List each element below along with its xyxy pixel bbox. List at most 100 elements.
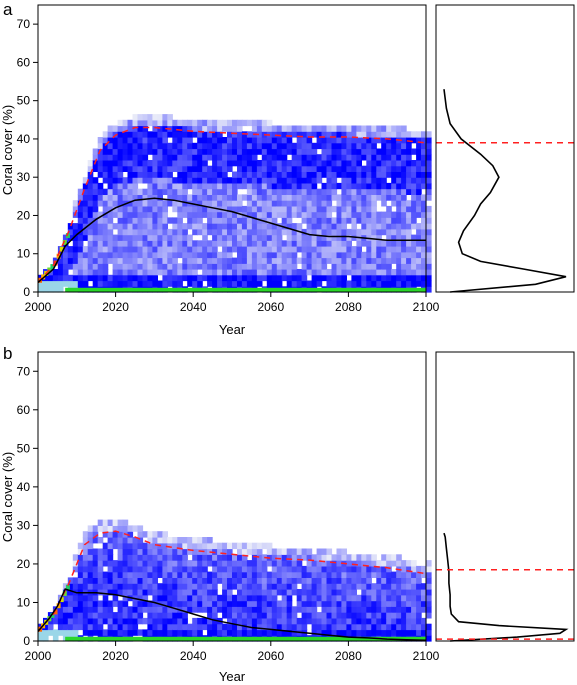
heatmap-cell [97,137,104,144]
heatmap-cell [396,269,402,276]
heatmap-cell [142,565,149,573]
heatmap-cell [177,246,183,253]
heatmap-cell [177,269,183,276]
heatmap-cell [197,263,203,270]
heatmap-cell [326,257,333,264]
heatmap-cell [147,223,153,230]
heatmap-cell [281,154,288,161]
heatmap-cell [132,257,139,264]
heatmap-cell [232,171,238,178]
heatmap-cell [411,217,417,224]
heatmap-cell [331,606,338,613]
heatmap-cell [97,217,104,224]
heatmap-cell [266,600,273,607]
heatmap-cell [127,560,134,567]
heatmap-cell [421,274,427,282]
heatmap-cell [87,228,94,236]
heatmap-cell [321,142,328,150]
heatmap-cell [241,177,248,184]
heatmap-cell [396,617,402,625]
heatmap-cell [391,234,397,241]
heatmap-cell [341,188,347,195]
heatmap-cell [102,211,109,218]
heatmap-cell [296,211,303,218]
heatmap-cell [197,571,203,578]
heatmap-cell [341,211,347,218]
heatmap-cell [92,594,99,602]
heatmap-cell [162,137,168,144]
heatmap-cell [127,548,134,555]
heatmap-cell [426,251,432,259]
heatmap-cell [107,217,114,224]
heatmap-cell [237,228,243,236]
heatmap-cell [386,560,392,567]
heatmap-cell [47,629,54,636]
heatmap-cell [232,594,238,602]
heatmap-cell [326,125,333,132]
heatmap-cell [281,554,288,561]
heatmap-cell [132,182,139,190]
heatmap-cell [356,246,362,253]
heatmap-cell [207,269,213,276]
heatmap-cell [316,548,323,555]
heatmap-cell [147,542,153,550]
heatmap-cell [246,548,253,555]
heatmap-cell [197,148,203,155]
heatmap-cell [306,137,313,144]
heatmap-cell [142,223,149,230]
heatmap-cell [286,280,293,287]
heatmap-cell [361,142,367,150]
heatmap-cell [222,269,228,276]
heatmap-cell [212,589,218,596]
y-tick-label: 30 [17,170,31,184]
heatmap-cell [361,182,367,190]
heatmap-cell [137,119,144,127]
heatmap-cell [381,137,387,144]
heatmap-cell [137,171,144,178]
heatmap-cell [87,554,94,561]
heatmap-cell [406,171,412,178]
heatmap-cell [62,629,69,636]
heatmap-cell [107,240,114,247]
heatmap-cell [311,612,318,619]
heatmap-cell [306,577,313,584]
heatmap-cell [331,629,338,636]
heatmap-cell [222,223,228,230]
heatmap-cell [202,171,208,178]
heatmap-cell [406,274,412,282]
heatmap-cell [92,177,99,184]
heatmap-cell [127,589,134,596]
heatmap-cell [376,148,382,155]
heatmap-cell [371,194,377,201]
heatmap-cell [366,554,372,561]
heatmap-cell [222,589,228,596]
heatmap-cell [87,160,94,167]
heatmap-cell [82,548,89,555]
heatmap-cell [326,269,333,276]
heatmap-cell [361,131,367,138]
heatmap-cell [381,165,387,172]
heatmap-cell [182,205,188,213]
heatmap-cell [142,577,149,584]
heatmap-cell [351,617,357,625]
y-tick-label: 10 [17,595,31,609]
heatmap-cell [112,125,119,132]
heatmap-cell [227,583,233,590]
heatmap-cell [182,612,188,619]
heatmap-cell [261,194,268,201]
heatmap-cell [182,548,188,555]
heatmap-cell [152,148,158,155]
heatmap-cell [256,554,263,561]
heatmap-cell [391,589,397,596]
heatmap-cell [187,154,193,161]
heatmap-cell [396,211,402,218]
heatmap-cell [147,142,153,150]
heatmap-cell [212,606,218,613]
heatmap-cell [92,525,99,532]
heatmap-cell [281,269,288,276]
heatmap-cell [122,257,129,264]
heatmap-cell [286,142,293,150]
heatmap-cell [112,234,119,241]
heatmap-cell [202,560,208,567]
heatmap-cell [336,160,343,167]
